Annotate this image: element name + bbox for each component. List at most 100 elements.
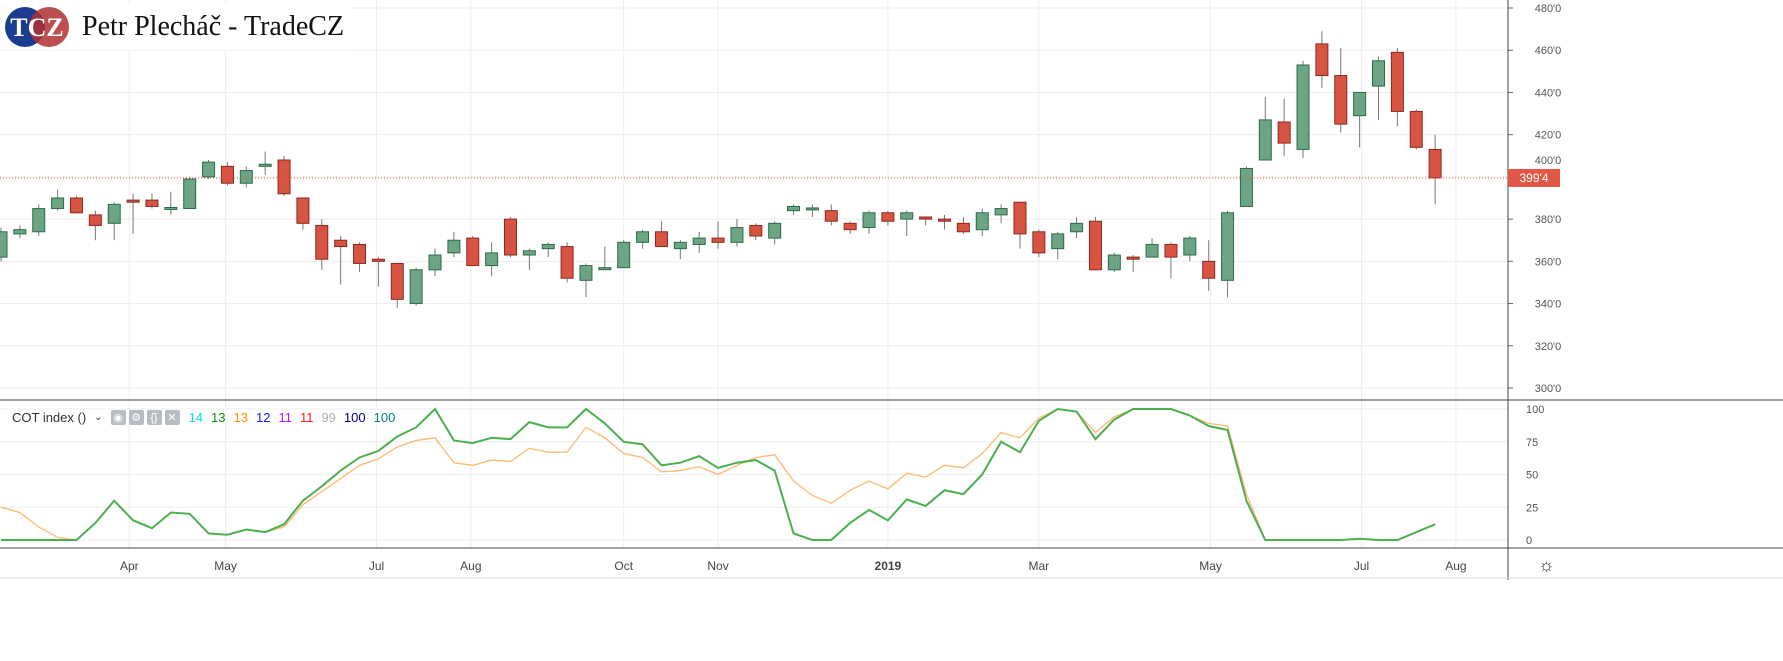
indicator-name[interactable]: COT index ()	[12, 410, 87, 425]
time-tick-label: Oct	[614, 559, 633, 573]
candle-up	[13, 229, 27, 235]
candle-down	[1428, 148, 1442, 179]
candle-down	[881, 212, 895, 222]
candle-up	[579, 265, 593, 281]
candle-up	[239, 170, 253, 184]
brand-header: TCZ Petr Plecháč - TradeCZ	[4, 4, 353, 50]
candle-up	[1258, 119, 1272, 161]
candle-down	[956, 222, 970, 233]
candle-up	[409, 269, 423, 305]
candle-up	[258, 163, 272, 167]
indicator-legend: COT index () ⌄ ◉ ⚙ {} ✕ 14 13 13 12 11 11 99 10…	[12, 410, 396, 425]
time-tick-label: Apr	[120, 559, 139, 573]
candle-down	[919, 216, 933, 220]
candle-down	[88, 214, 102, 226]
candle-down	[711, 237, 725, 243]
candle-down	[824, 210, 838, 222]
candle-down	[371, 258, 385, 262]
candle-up	[1145, 243, 1159, 258]
candle-up	[994, 208, 1008, 216]
price-tick-label: 440'0	[1535, 87, 1562, 99]
brand-title: Petr Plecháč - TradeCZ	[82, 11, 345, 42]
cot-tick-label: 25	[1526, 502, 1538, 514]
candle-down	[1126, 256, 1140, 260]
indicator-value: 13	[233, 410, 248, 425]
price-tick-label: 480'0	[1535, 3, 1562, 15]
candle-up	[1296, 64, 1310, 150]
candle-down	[560, 246, 574, 279]
cot-series-line	[1, 407, 1436, 541]
price-tick-label: 420'0	[1535, 130, 1562, 142]
time-tick-label: Mar	[1029, 559, 1050, 573]
indicator-value: 14	[188, 410, 204, 425]
candle-up	[107, 203, 121, 224]
visibility-icon[interactable]: ◉	[110, 410, 126, 425]
last-price-badge	[1508, 168, 1560, 187]
candle-up	[730, 227, 744, 243]
svg-text:TCZ: TCZ	[10, 13, 63, 42]
settings-gear-icon[interactable]: ☼	[1538, 555, 1555, 575]
candle-up	[522, 250, 536, 256]
candle-down	[315, 224, 329, 260]
time-tick-label: May	[214, 559, 237, 573]
candle-up	[862, 212, 876, 229]
price-tick-label: 300'0	[1535, 383, 1562, 395]
time-tick-label: Jul	[1354, 559, 1369, 573]
indicator-value: 100	[373, 410, 396, 425]
indicator-value: 11	[278, 410, 292, 425]
candle-up	[51, 197, 65, 210]
cot-tick-label: 75	[1526, 437, 1538, 449]
candle-up	[1183, 237, 1197, 256]
candle-down	[1409, 110, 1423, 148]
candle-down	[466, 237, 480, 267]
chevron-down-icon[interactable]: ⌄	[94, 412, 103, 423]
candle-up	[202, 161, 216, 178]
close-icon[interactable]: ✕	[164, 410, 180, 425]
price-tick-label: 320'0	[1535, 341, 1562, 353]
candle-up	[1107, 254, 1121, 271]
time-tick-label: 2019	[875, 559, 902, 573]
candle-up	[768, 222, 782, 239]
gear-icon[interactable]: ⚙	[128, 410, 144, 425]
price-tick-label: 460'0	[1535, 45, 1562, 57]
candle-up	[164, 207, 178, 210]
candle-down	[1315, 43, 1329, 77]
candle-down	[334, 239, 348, 248]
candle-up	[787, 205, 801, 212]
price-tick-label: 400'0	[1535, 155, 1562, 167]
candle-up	[183, 178, 197, 210]
candle-down	[1390, 51, 1404, 112]
candle-up	[692, 237, 706, 245]
candle-down	[749, 224, 763, 237]
candle-up	[673, 241, 687, 250]
candle-up	[1372, 60, 1386, 87]
candle-down	[296, 197, 310, 224]
candle-down	[1164, 243, 1178, 258]
indicator-value: 12	[255, 410, 271, 425]
candle-down	[938, 218, 951, 222]
candle-down	[220, 165, 234, 184]
candle-down	[1202, 260, 1216, 279]
candle-down	[1088, 220, 1102, 271]
candle-up	[636, 231, 650, 243]
cot-tick-label: 100	[1526, 404, 1544, 416]
candle-down	[843, 222, 857, 231]
cot-tick-label: 0	[1526, 535, 1532, 547]
candle-up	[1070, 222, 1084, 233]
price-tick-label: 380'0	[1535, 214, 1562, 226]
time-tick-label: Aug	[460, 559, 481, 573]
candle-down	[1277, 121, 1291, 144]
candle-up	[428, 254, 442, 271]
candle-up	[598, 267, 612, 271]
candle-up	[447, 239, 461, 254]
time-tick-label: Nov	[707, 559, 728, 573]
candle-down	[145, 199, 159, 207]
last-price-label: 399'4	[1520, 171, 1549, 185]
indicator-value: 11	[299, 410, 314, 425]
candle-up	[32, 208, 46, 233]
indicator-value: 99	[321, 410, 336, 425]
candle-up	[1221, 212, 1235, 281]
source-code-icon[interactable]: {}	[146, 410, 162, 425]
